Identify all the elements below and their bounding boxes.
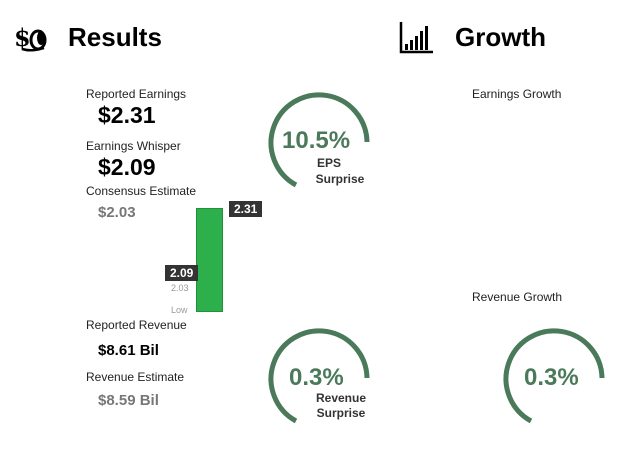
eps-surprise-line2: Surprise	[315, 172, 365, 186]
reported-bar	[196, 208, 223, 312]
consensus-estimate-label: Consensus Estimate	[86, 184, 197, 198]
whisper-tag: 2.09	[165, 265, 199, 281]
revenue-growth-pct: 0.3%	[524, 364, 579, 391]
eps-surprise-pct: 10.5%	[282, 127, 351, 154]
consensus-estimate-value: $2.03	[98, 204, 136, 221]
eps-surprise-ring	[268, 92, 370, 188]
reported-revenue-label: Reported Revenue	[86, 318, 187, 332]
svg-text:$: $	[14, 23, 31, 52]
earnings-whisper-value: $2.09	[98, 154, 156, 180]
revenue-growth-label: Revenue Growth	[472, 290, 563, 304]
results-title: Results	[68, 22, 162, 52]
earnings-whisper-label: Earnings Whisper	[86, 139, 181, 153]
revenue-surprise-ring	[268, 328, 370, 424]
low-label: Low	[171, 305, 188, 315]
money-icon: $	[14, 22, 48, 52]
revenue-estimate-label: Revenue Estimate	[86, 370, 185, 384]
reported-earnings-value: $2.31	[98, 102, 156, 128]
revenue-growth-ring	[503, 328, 605, 424]
eps-surprise-line1: EPS	[316, 156, 341, 170]
revenue-surprise-line2: Surprise	[316, 406, 366, 420]
revenue-estimate-value: $8.59 Bil	[98, 392, 159, 409]
reported-revenue-value: $8.61 Bil	[98, 342, 159, 359]
earnings-growth-label: Earnings Growth	[472, 87, 562, 101]
revenue-surprise-line1: Revenue	[315, 391, 367, 405]
earnings-bar-chart: 2.31 2.09 2.03 Low	[160, 198, 280, 322]
consensus-tag: 2.03	[171, 283, 189, 293]
growth-title: Growth	[455, 22, 546, 52]
reported-tag: 2.31	[229, 201, 263, 217]
bar-chart-icon	[399, 20, 435, 54]
reported-earnings-label: Reported Earnings	[86, 87, 187, 101]
revenue-surprise-pct: 0.3%	[289, 364, 344, 391]
